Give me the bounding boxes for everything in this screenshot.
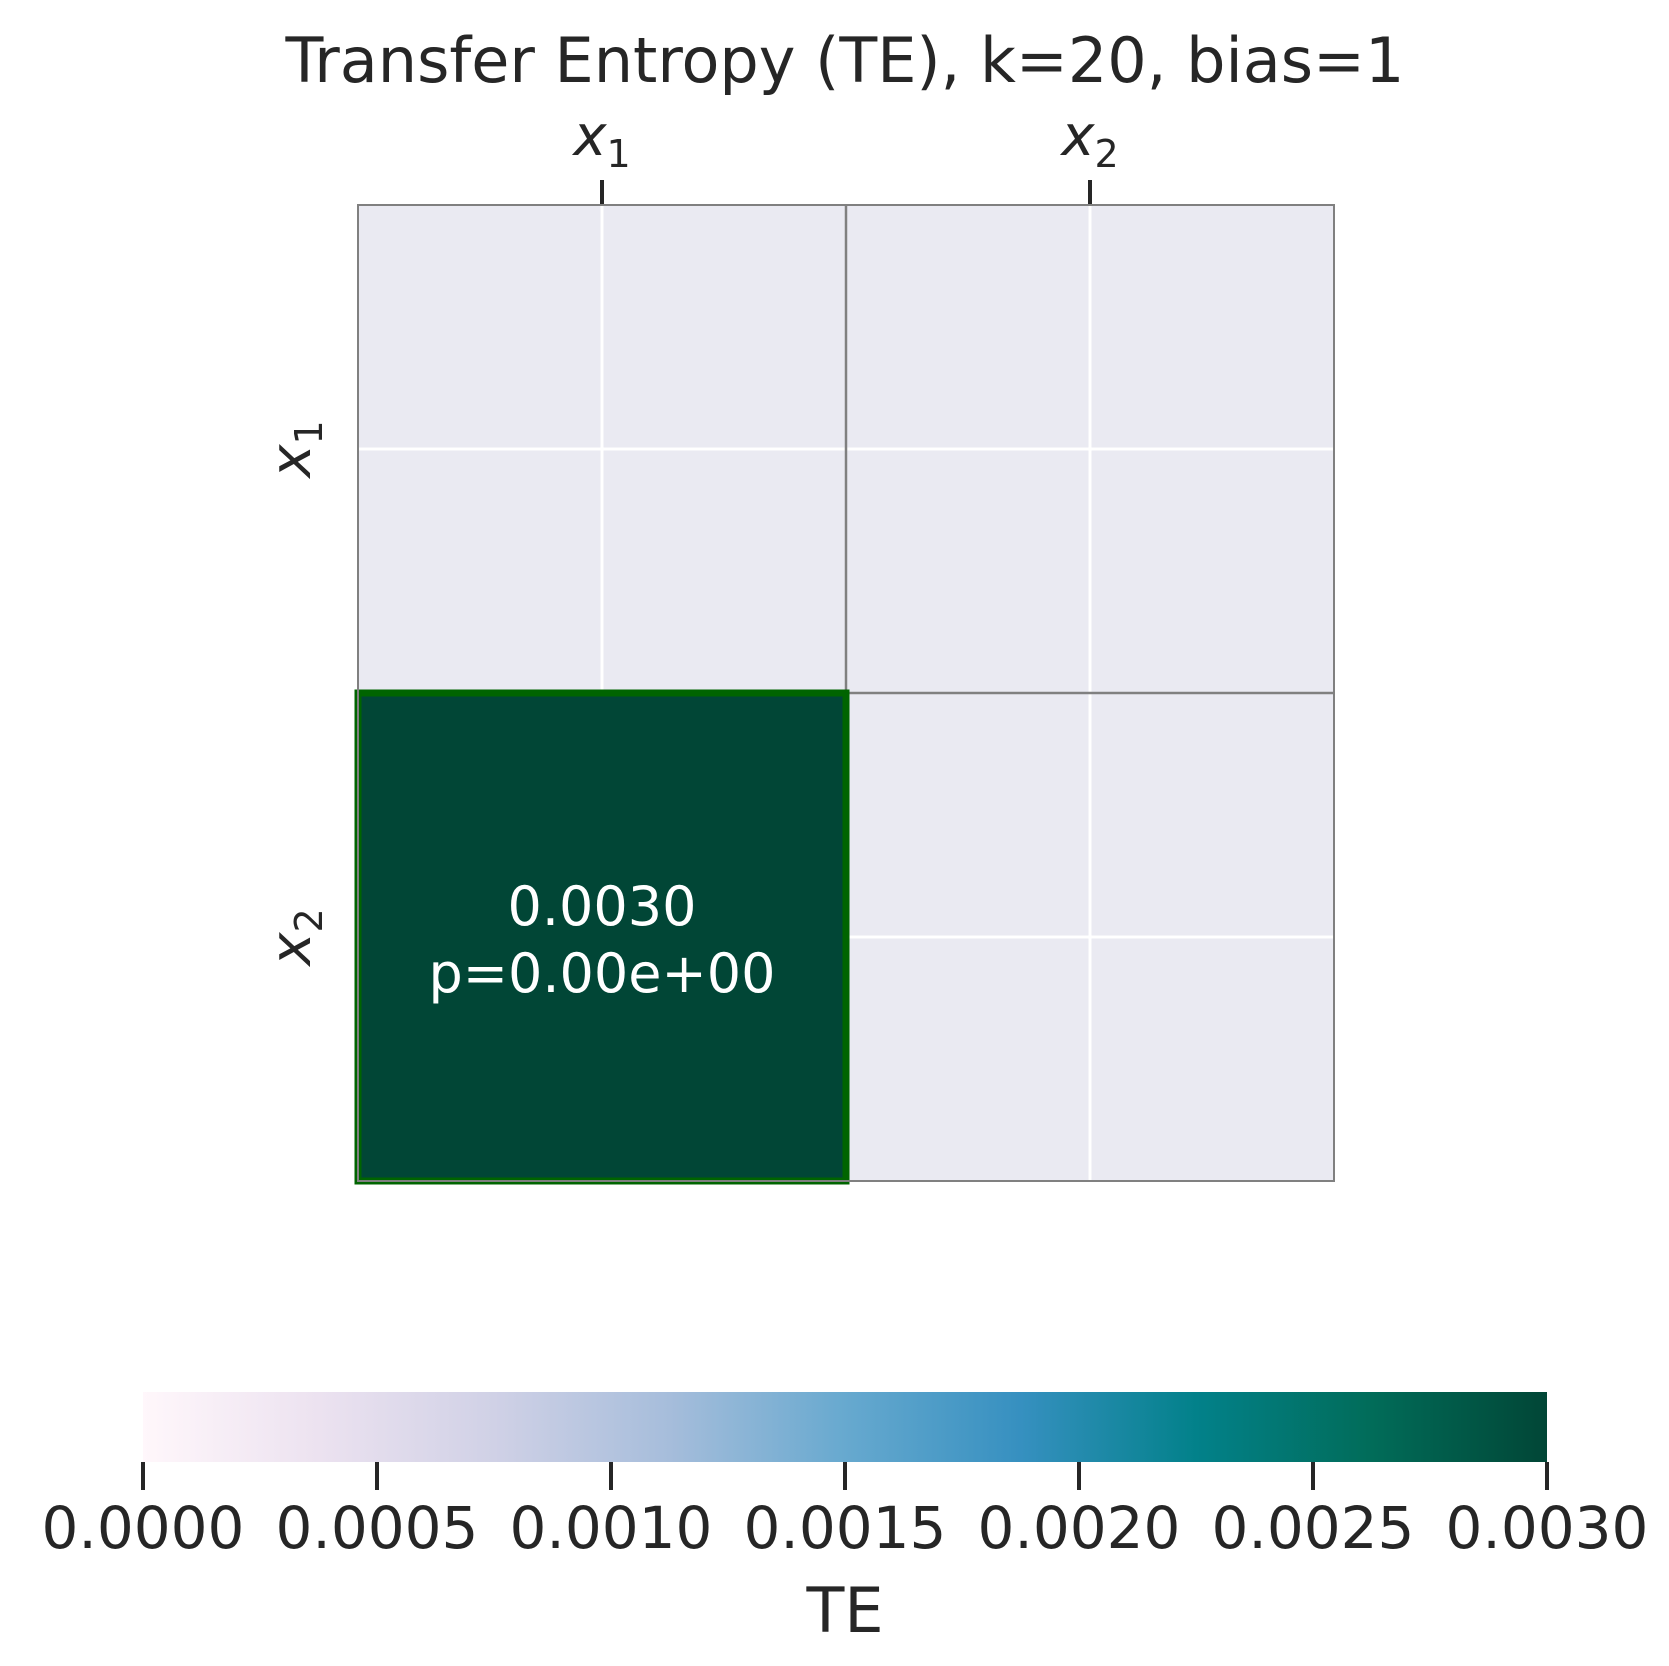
chart-title: Transfer Entropy (TE), k=20, bias=1 [285, 24, 1405, 97]
colorbar-tick-label: 0.0030 [1446, 1494, 1649, 1562]
colorbar: 0.0000 0.0005 0.0010 0.0015 0.0020 0.0025 0.00… [42, 1392, 1649, 1647]
y-tick-label: x1 [259, 420, 331, 479]
colorbar-tick-label: 0.0005 [276, 1494, 479, 1562]
y-tick-labels: x1 x2 [259, 420, 331, 967]
colorbar-tick-label: 0.0025 [1212, 1494, 1415, 1562]
colorbar-tick-label: 0.0015 [744, 1494, 947, 1562]
colorbar-tick-label: 0.0010 [510, 1494, 713, 1562]
colorbar-tick-label: 0.0000 [42, 1494, 245, 1562]
cell-p-value-label: p=0.00e+00 [429, 942, 776, 1005]
x-tick-marks [600, 180, 1092, 205]
x-tick-label: x1 [571, 104, 630, 176]
colorbar-tick-label: 0.0020 [978, 1494, 1181, 1562]
colorbar-ticks: 0.0000 0.0005 0.0010 0.0015 0.0020 0.0025 0.00… [42, 1462, 1649, 1562]
heatmap-frame [357, 204, 1335, 1182]
colorbar-label: TE [805, 1574, 883, 1647]
cell-value-label: 0.0030 [508, 875, 697, 938]
y-tick-label: x2 [259, 908, 331, 967]
colorbar-gradient [143, 1392, 1547, 1462]
x-tick-label: x2 [1059, 104, 1118, 176]
x-tick-labels: x1 x2 [571, 104, 1118, 176]
